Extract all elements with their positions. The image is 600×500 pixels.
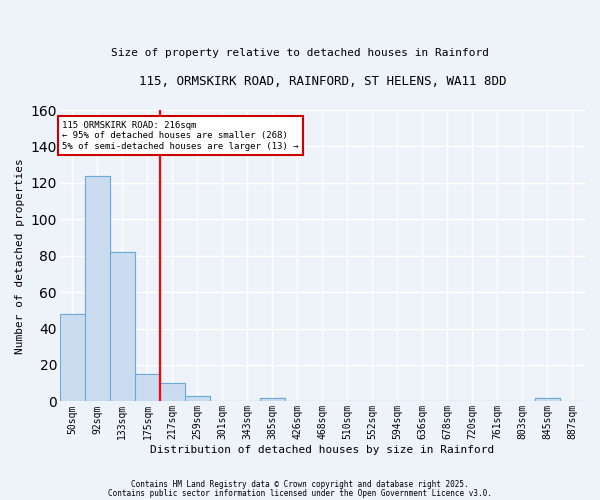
Title: 115, ORMSKIRK ROAD, RAINFORD, ST HELENS, WA11 8DD: 115, ORMSKIRK ROAD, RAINFORD, ST HELENS,… [139, 75, 506, 88]
Bar [135, 374, 160, 402]
Text: Contains public sector information licensed under the Open Government Licence v3: Contains public sector information licen… [108, 489, 492, 498]
Bar [260, 398, 285, 402]
Bar [135, 374, 160, 402]
Text: 115 ORMSKIRK ROAD: 216sqm
← 95% of detached houses are smaller (268)
5% of semi-: 115 ORMSKIRK ROAD: 216sqm ← 95% of detac… [62, 121, 299, 150]
Bar [60, 314, 85, 402]
Bar [185, 396, 210, 402]
Bar [535, 398, 560, 402]
Bar [110, 252, 135, 402]
Bar [260, 398, 285, 402]
X-axis label: Distribution of detached houses by size in Rainford: Distribution of detached houses by size … [150, 445, 494, 455]
Y-axis label: Number of detached properties: Number of detached properties [15, 158, 25, 354]
Bar [160, 383, 185, 402]
Bar [85, 176, 110, 402]
Text: Size of property relative to detached houses in Rainford: Size of property relative to detached ho… [111, 48, 489, 58]
Bar [185, 396, 210, 402]
Text: Contains HM Land Registry data © Crown copyright and database right 2025.: Contains HM Land Registry data © Crown c… [131, 480, 469, 489]
Bar [535, 398, 560, 402]
Bar [160, 383, 185, 402]
Bar [110, 252, 135, 402]
Bar [60, 314, 85, 402]
Bar [85, 176, 110, 402]
